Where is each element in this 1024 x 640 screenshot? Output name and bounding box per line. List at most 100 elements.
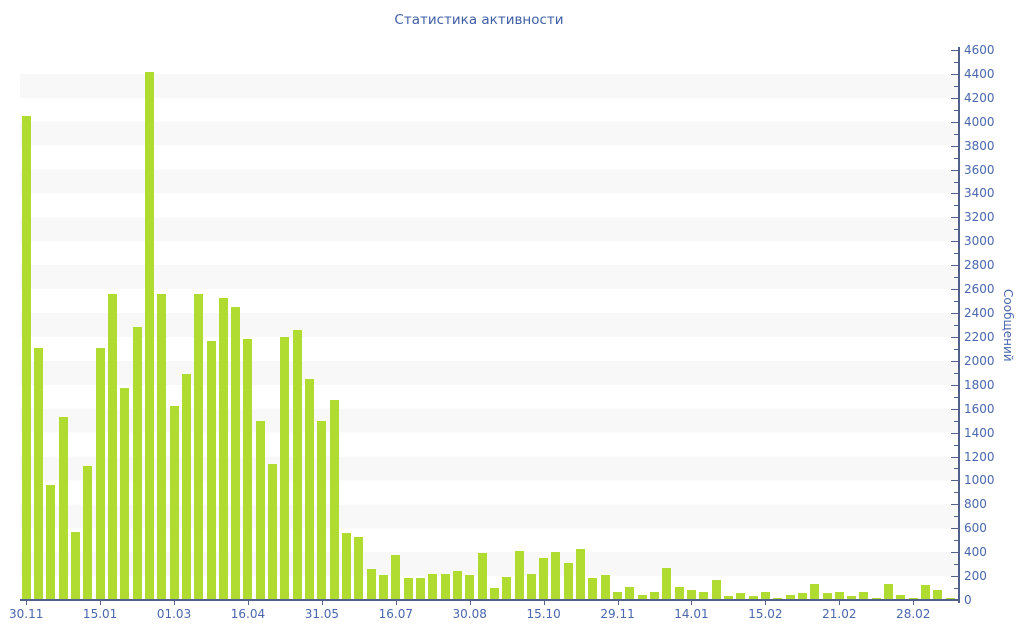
bar: [576, 548, 586, 600]
y-tick-label: 4200: [964, 90, 995, 105]
y-tick-label: 2200: [964, 329, 995, 344]
y-axis-line: [958, 47, 960, 603]
bar: [600, 574, 610, 600]
bar: [194, 293, 204, 600]
y-tick-label: 3400: [964, 186, 995, 201]
bar: [378, 574, 388, 600]
bar: [797, 593, 807, 600]
x-tick-label: 30.11: [9, 607, 44, 621]
x-tick: [765, 601, 767, 605]
bar: [305, 378, 315, 600]
bar: [563, 562, 573, 600]
bar: [847, 596, 857, 600]
bar: [354, 536, 364, 600]
x-tick: [321, 601, 323, 605]
bar: [859, 591, 869, 600]
bar: [699, 591, 709, 600]
y-minor-tick: [954, 61, 958, 63]
y-tick-label: 3600: [964, 162, 995, 177]
bar: [83, 466, 93, 600]
bar: [896, 595, 906, 600]
y-tick-label: 800: [964, 497, 987, 512]
y-tick-label: 3000: [964, 234, 995, 249]
bar: [169, 406, 179, 600]
y-tick-label: 4000: [964, 114, 995, 129]
y-major-tick: [951, 408, 958, 410]
bar: [317, 420, 327, 600]
bar: [502, 576, 512, 600]
y-minor-tick: [954, 348, 958, 350]
bar: [613, 592, 623, 600]
y-major-tick: [951, 97, 958, 99]
y-tick-label: 1600: [964, 401, 995, 416]
x-tick-label: 15.02: [748, 607, 783, 621]
bar: [206, 340, 216, 600]
bar: [280, 336, 290, 600]
bar: [723, 595, 733, 600]
bar: [736, 592, 746, 600]
bar: [711, 580, 721, 600]
y-major-tick: [951, 384, 958, 386]
y-minor-tick: [954, 109, 958, 111]
bar: [95, 347, 105, 600]
y-minor-tick: [954, 540, 958, 542]
x-tick: [100, 601, 102, 605]
x-tick-label: 16.07: [378, 607, 413, 621]
bar: [21, 115, 31, 600]
bar: [452, 571, 462, 600]
y-tick-label: 200: [964, 569, 987, 584]
y-tick-label: 1400: [964, 425, 995, 440]
bar: [650, 592, 660, 600]
y-tick-label: 4400: [964, 66, 995, 81]
y-minor-tick: [954, 372, 958, 374]
bar: [268, 463, 278, 600]
x-tick: [617, 601, 619, 605]
bar: [465, 574, 475, 600]
y-major-tick: [951, 289, 958, 291]
x-tick: [469, 601, 471, 605]
x-tick: [913, 601, 915, 605]
bar: [625, 586, 635, 600]
y-minor-tick: [954, 277, 958, 279]
bar: [637, 594, 647, 600]
bar: [921, 585, 931, 600]
bar: [884, 584, 894, 600]
x-tick: [543, 601, 545, 605]
bar: [403, 578, 413, 600]
y-tick-label: 0: [964, 593, 972, 607]
y-major-tick: [951, 480, 958, 482]
y-tick-label: 3800: [964, 138, 995, 153]
y-major-tick: [951, 336, 958, 338]
y-minor-tick: [954, 85, 958, 87]
bar: [834, 592, 844, 600]
y-tick-label: 2000: [964, 353, 995, 368]
bar: [391, 555, 401, 600]
x-tick-label: 29.11: [600, 607, 635, 621]
bar: [489, 588, 499, 600]
bar: [255, 420, 265, 600]
y-tick-label: 1200: [964, 449, 995, 464]
bar: [674, 587, 684, 600]
x-tick: [395, 601, 397, 605]
bar: [785, 594, 795, 600]
x-tick-label: 15.01: [82, 607, 118, 621]
bar: [231, 307, 241, 600]
y-major-tick: [951, 504, 958, 506]
bar: [822, 592, 832, 600]
y-major-tick: [951, 360, 958, 362]
bar: [181, 374, 191, 600]
y-minor-tick: [954, 516, 958, 518]
y-major-tick: [951, 121, 958, 123]
y-major-tick: [951, 432, 958, 434]
y-tick-label: 1800: [964, 377, 995, 392]
y-minor-tick: [954, 444, 958, 446]
y-minor-tick: [954, 564, 958, 566]
y-minor-tick: [954, 420, 958, 422]
y-major-tick: [951, 600, 958, 601]
y-minor-tick: [954, 229, 958, 231]
bar: [58, 417, 68, 600]
bar: [428, 573, 438, 600]
bar: [662, 568, 672, 600]
y-major-tick: [951, 528, 958, 530]
y-major-tick: [951, 313, 958, 315]
